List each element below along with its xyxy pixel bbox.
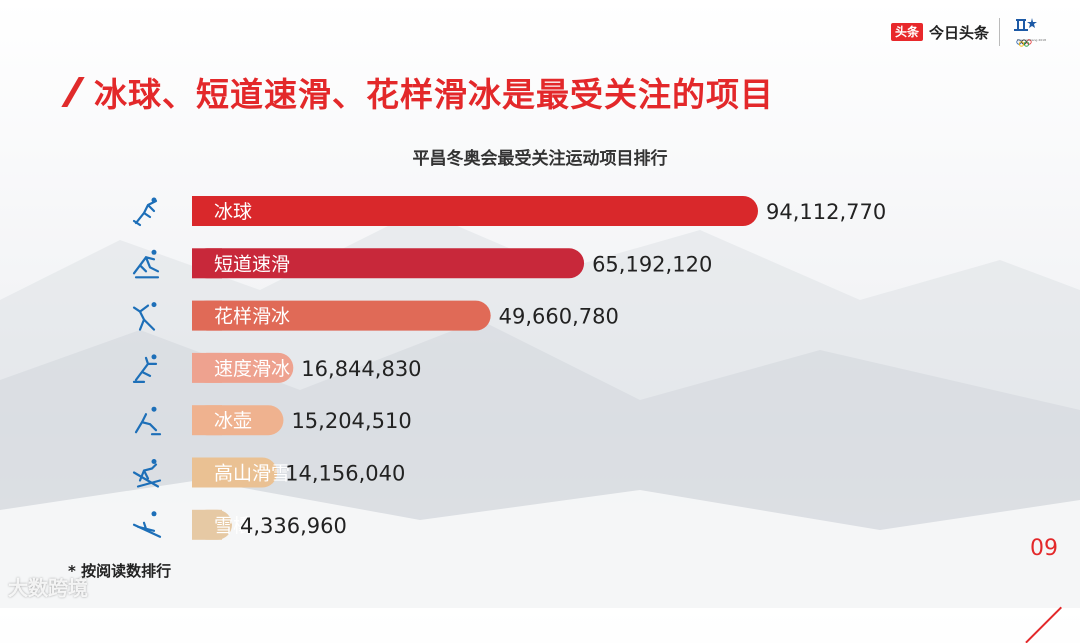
value-label-4: 16,844,830 xyxy=(301,357,421,381)
value-label-7: 4,336,960 xyxy=(240,514,347,538)
olympic-emblem-icon xyxy=(1014,18,1037,47)
value-label-5: 15,204,510 xyxy=(291,409,411,433)
alpine-skiing-icon xyxy=(132,459,162,488)
value-label-2: 65,192,120 xyxy=(592,252,712,276)
bar-chart: 冰球 94,112,770 短道速滑 65,192,120 花样滑冰 49,660,780… xyxy=(132,196,886,540)
bar-left-cap-1 xyxy=(192,196,222,226)
olympic-text: PyeongChang 2018 xyxy=(1016,38,1046,42)
short-track-icon xyxy=(132,249,160,279)
bar-1 xyxy=(192,196,758,226)
bar-left-cap-7 xyxy=(192,509,222,540)
bar-left-cap-4 xyxy=(192,352,222,383)
category-label-7: 雪橇 xyxy=(214,515,252,537)
chart-title: 平昌冬奥会最受关注运动项目排行 xyxy=(412,149,668,169)
bar-left-cap-5 xyxy=(192,405,222,436)
category-label-5: 冰壶 xyxy=(214,410,252,432)
luge-icon xyxy=(132,511,162,538)
toutiao-badge: 头条 xyxy=(890,23,923,41)
figure-skating-icon xyxy=(132,302,157,331)
category-label-4: 速度滑冰 xyxy=(214,358,290,380)
corner-accent-line xyxy=(1025,606,1062,643)
title-row: 冰球、短道速滑、花样滑冰是最受关注的项目 xyxy=(61,68,774,116)
category-label-1: 冰球 xyxy=(214,201,252,223)
value-label-3: 49,660,780 xyxy=(499,305,619,329)
category-label-2: 短道速滑 xyxy=(214,253,290,275)
ice-hockey-icon xyxy=(132,197,158,227)
header-divider xyxy=(999,18,1000,46)
category-label-6: 高山滑雪 xyxy=(214,463,290,485)
bar-left-cap-2 xyxy=(192,248,222,279)
watermark: 大数跨境 xyxy=(8,576,88,600)
category-label-3: 花样滑冰 xyxy=(214,306,290,328)
value-label-6: 14,156,040 xyxy=(285,462,405,486)
bar-2 xyxy=(192,248,585,279)
bar-3 xyxy=(192,300,491,331)
page-title: 冰球、短道速滑、花样滑冰是最受关注的项目 xyxy=(94,75,774,114)
curling-icon xyxy=(134,406,162,436)
speed-skating-icon xyxy=(132,354,158,383)
bar-left-cap-6 xyxy=(192,457,222,488)
toutiao-brand-name: 今日头条 xyxy=(928,23,989,42)
value-label-1: 94,112,770 xyxy=(766,200,886,224)
page-number: 09 xyxy=(1030,536,1058,561)
header-logos: 头条 今日头条 PyeongChang 2018 xyxy=(890,16,1046,48)
bar-left-cap-3 xyxy=(192,300,222,331)
footnote: * 按阅读数排行 xyxy=(68,562,172,580)
